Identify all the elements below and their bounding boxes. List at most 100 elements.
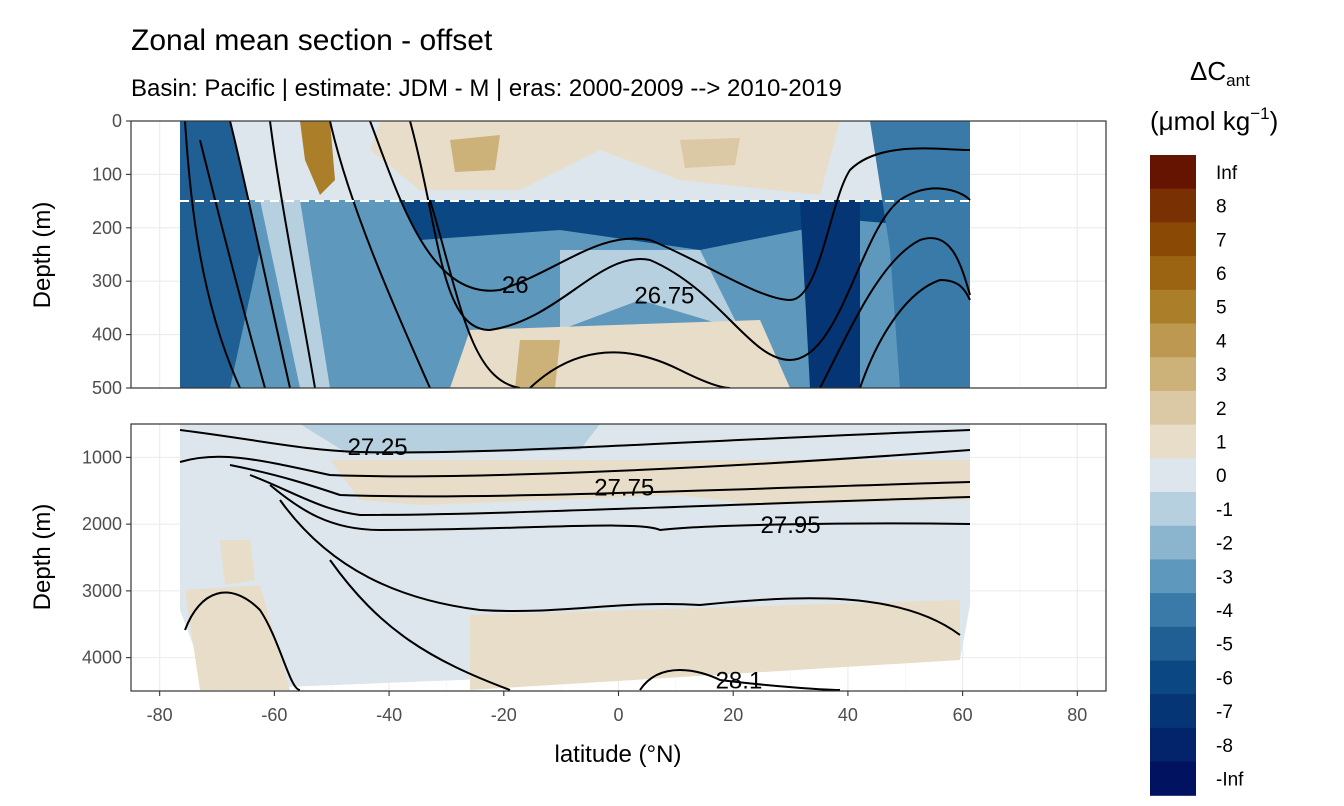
contour-line: [184, 591, 301, 691]
contour-line: [229, 121, 291, 388]
x-tick-label: 40: [838, 705, 858, 725]
legend-title-sub: ant: [1226, 71, 1250, 90]
legend-label: -7: [1216, 702, 1233, 723]
field-patch: [450, 135, 500, 172]
field-patch: [515, 340, 560, 388]
y-tick-label: 3000: [82, 581, 122, 601]
legend-label: -5: [1216, 635, 1233, 656]
legend-title: ΔCant: [1190, 56, 1250, 90]
x-tick-label: -20: [491, 705, 517, 725]
contour-label: 27.25: [348, 434, 408, 461]
contour-line: [199, 139, 266, 388]
legend-unit-sup: −1: [1250, 104, 1269, 123]
legend-label: 0: [1216, 466, 1227, 487]
contour-line: [369, 121, 971, 302]
field-patch: [800, 200, 860, 388]
field-patch: [300, 424, 600, 455]
legend-label: 4: [1216, 331, 1227, 352]
y-tick-label: 100: [92, 164, 122, 184]
legend-label: -6: [1216, 668, 1233, 689]
legend-label: -2: [1216, 534, 1233, 555]
legend-swatch: [1150, 424, 1196, 459]
field-patch: [330, 460, 970, 505]
contour-label: 26.75: [634, 283, 694, 310]
legend-swatch: [1150, 660, 1196, 695]
contour-line: [279, 499, 961, 636]
legend-label: 3: [1216, 365, 1227, 386]
lower-y-axis: 1000 2000 3000 4000: [82, 447, 131, 668]
field-patch: [470, 600, 960, 690]
y-tick-label: 1000: [82, 447, 122, 467]
legend-swatch: [1150, 626, 1196, 661]
contour-label: 28.1: [716, 668, 763, 695]
y-tick-label: 200: [92, 218, 122, 238]
lower-panel: 1000 2000 3000 4000 -80 -60 -40 -20 0 20 40 60 80: [82, 423, 1107, 725]
contour-line: [409, 121, 971, 362]
field-patch: [680, 138, 740, 168]
field-patch: [185, 585, 290, 690]
x-tick-label: 0: [613, 705, 623, 725]
legend-swatch: [1150, 155, 1196, 190]
legend-label: 8: [1216, 197, 1227, 218]
legend-label: 7: [1216, 230, 1227, 251]
x-axis: -80 -60 -40 -20 0 20 40 60 80: [147, 691, 1087, 725]
legend-colorbar: Inf 8 7 6 5 4 3 2 1 0 -1 -2 -3 -4 -5 -6 -7 -8 -Inf: [1150, 155, 1244, 796]
contour-line: [269, 121, 316, 388]
y-tick-label: 2000: [82, 514, 122, 534]
legend-swatch: [1150, 357, 1196, 392]
y-tick-label: 300: [92, 271, 122, 291]
legend-label: -8: [1216, 736, 1233, 757]
x-tick-label: -80: [147, 705, 173, 725]
colorbar-legend: ΔCant (μmol kg−1) Inf 8 7 6 5 4 3 2 1 0 -1 -2 -3 -4 -5…: [1150, 56, 1278, 796]
contour-label: 27.75: [594, 475, 654, 502]
contour-line: [179, 449, 971, 478]
legend-swatch: [1150, 761, 1196, 796]
upper-y-axis: 0 100 200 300 400 500: [92, 111, 131, 398]
upper-contours: [184, 121, 971, 388]
contour-line: [179, 429, 971, 454]
legend-label: -Inf: [1216, 769, 1244, 790]
upper-panel-border: [130, 120, 1107, 389]
legend-unit-prefix: (μmol kg: [1150, 106, 1250, 136]
contour-line: [529, 351, 731, 388]
legend-swatch: [1150, 694, 1196, 729]
legend-swatch: [1150, 492, 1196, 527]
legend-swatch: [1150, 390, 1196, 426]
legend-label: 5: [1216, 298, 1227, 319]
contour-label: 26: [502, 272, 529, 299]
legend-label: 6: [1216, 264, 1227, 285]
x-tick-label: 80: [1067, 705, 1087, 725]
contour-line: [859, 278, 971, 388]
legend-label: -1: [1216, 500, 1233, 521]
contour-label: 27.95: [761, 512, 821, 539]
legend-unit-suffix: ): [1270, 106, 1279, 136]
legend-label: 2: [1216, 399, 1227, 420]
field-patch: [300, 121, 335, 195]
contour-line: [429, 199, 521, 388]
field-patch: [220, 540, 255, 585]
y-tick-label: 500: [92, 378, 122, 398]
legend-swatch: [1150, 593, 1196, 628]
x-tick-label: -60: [261, 705, 287, 725]
upper-field: [180, 121, 1106, 388]
contour-line: [184, 121, 241, 388]
lower-contours: [179, 429, 971, 691]
contour-line: [229, 464, 971, 498]
contour-line: [269, 484, 971, 532]
field-patch: [260, 200, 330, 388]
legend-swatch: [1150, 323, 1196, 358]
legend-label: -4: [1216, 601, 1233, 622]
legend-label: Inf: [1216, 163, 1238, 184]
legend-swatch: [1150, 188, 1196, 223]
x-tick-label: -40: [376, 705, 402, 725]
chart-title: Zonal mean section - offset: [131, 24, 493, 57]
chart-subtitle: Basin: Pacific | estimate: JDM - M | era…: [131, 75, 842, 102]
legend-swatch: [1150, 289, 1196, 324]
y-axis-title-upper: Depth (m): [29, 202, 56, 309]
legend-swatch: [1150, 458, 1196, 493]
field-patch: [180, 121, 260, 388]
legend-title-main: ΔC: [1190, 56, 1226, 86]
x-tick-label: 20: [723, 705, 743, 725]
lower-field: [179, 424, 971, 691]
